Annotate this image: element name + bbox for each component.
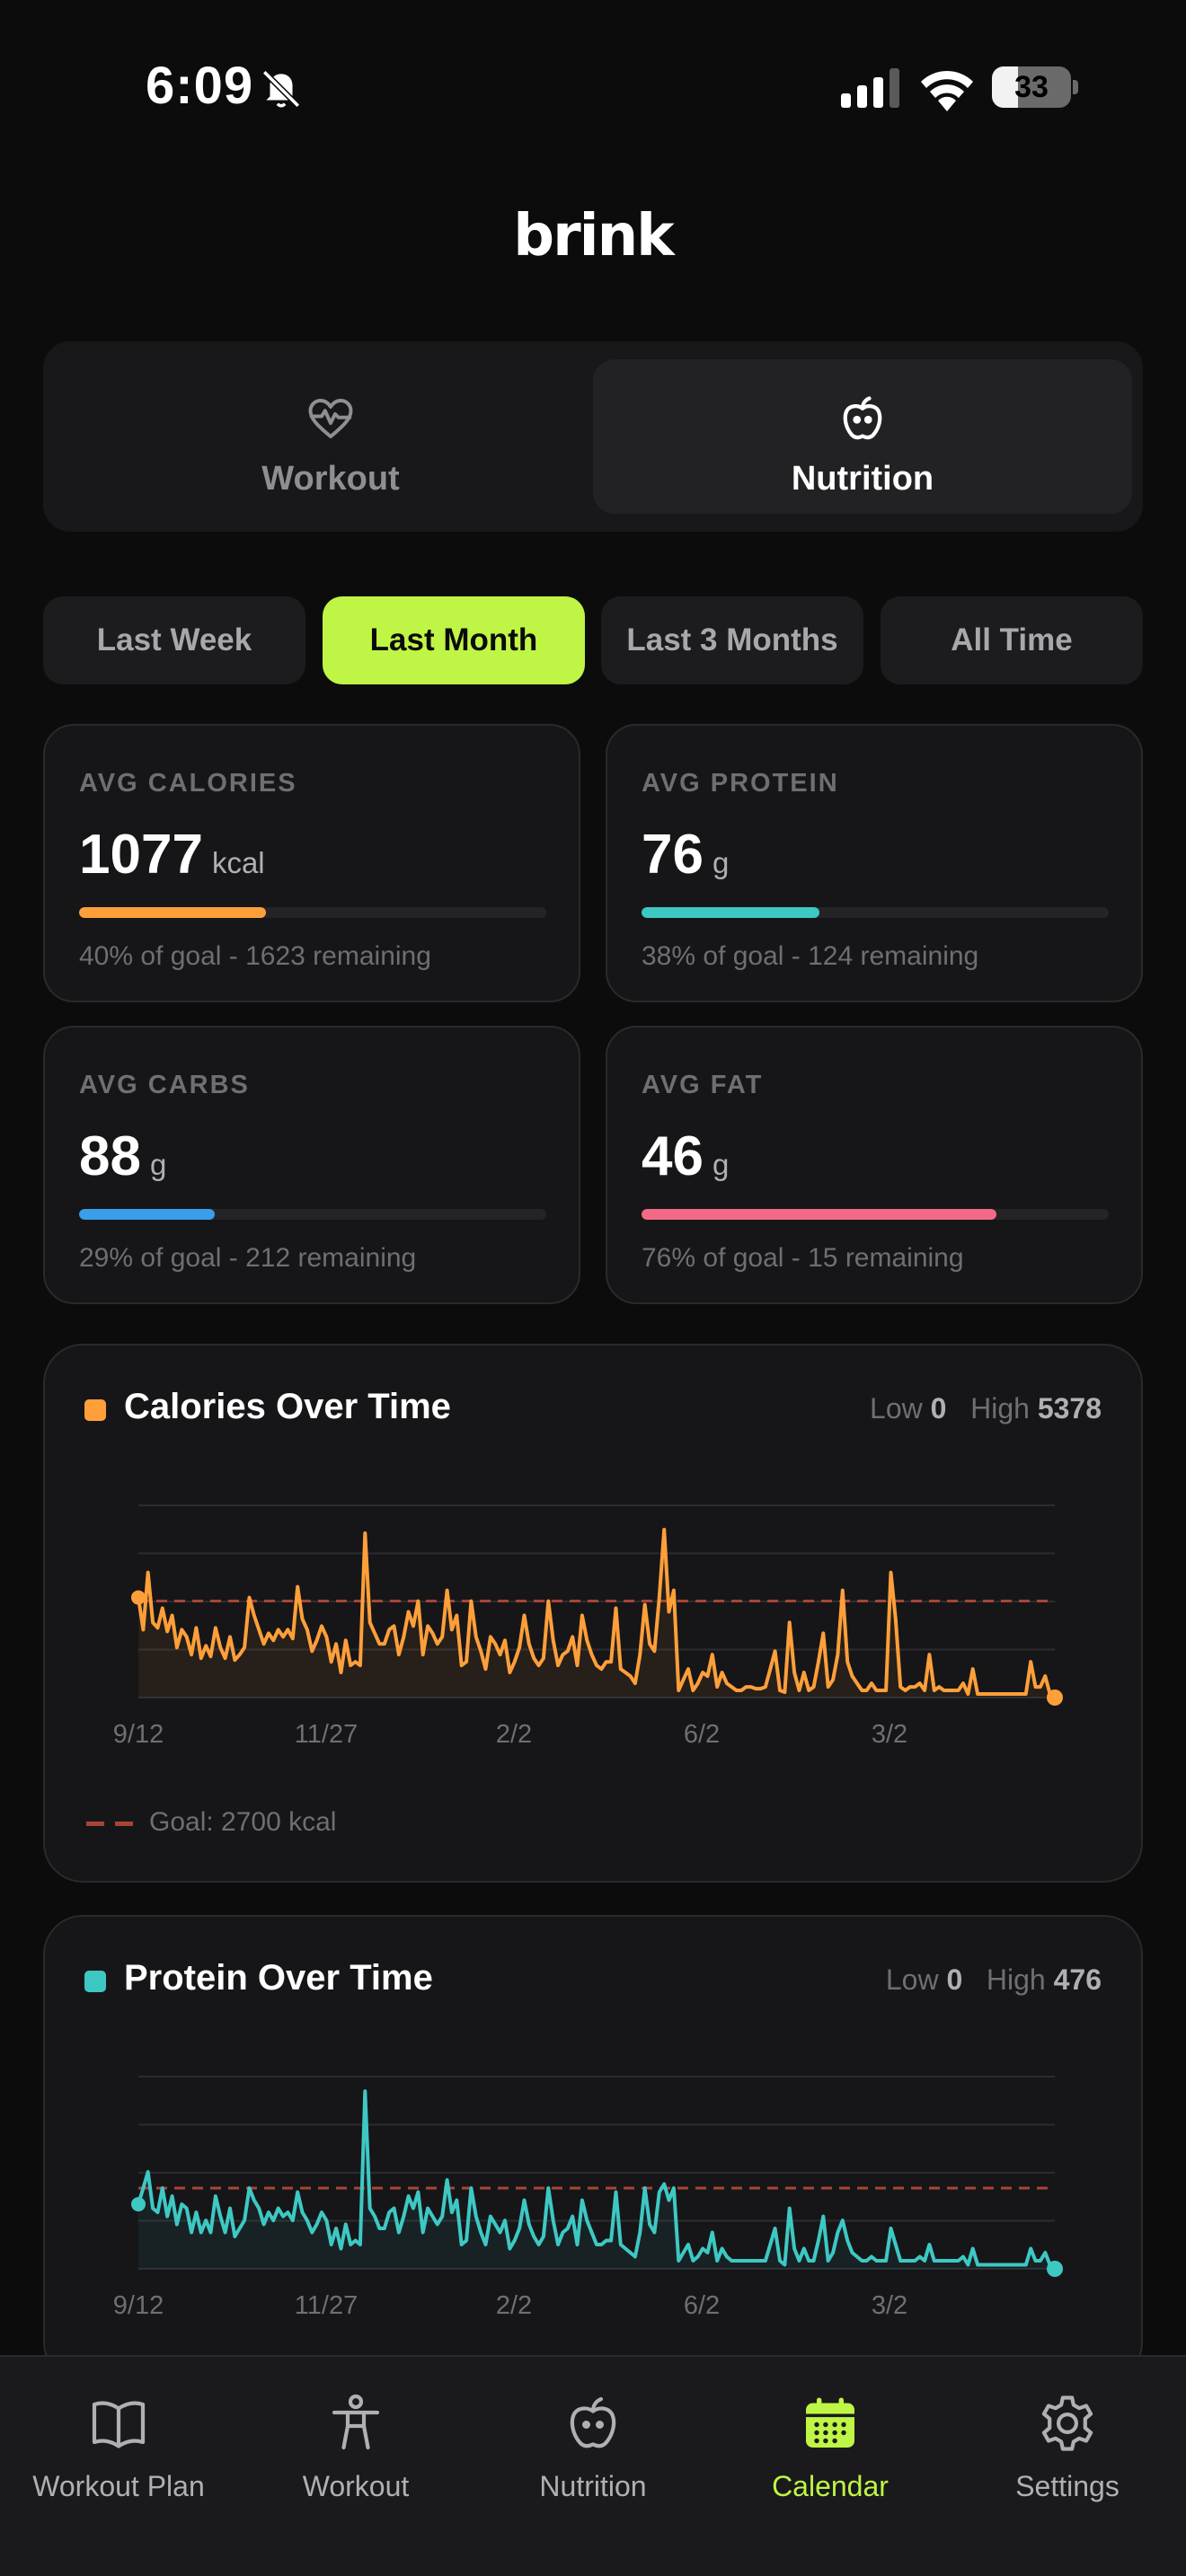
stat-label: AVG PROTEIN xyxy=(642,769,839,798)
stat-unit: kcal xyxy=(211,846,265,879)
goal-legend-dash xyxy=(86,1822,133,1826)
chart-low-high: Low 0 High 5378 xyxy=(870,1392,1102,1425)
stat-label: AVG CALORIES xyxy=(79,769,297,798)
stat-card-carbs: AVG CARBS 88 g 29% of goal - 212 remainin… xyxy=(43,1026,580,1304)
range-tab-last-month[interactable]: Last Month xyxy=(323,596,585,684)
range-tab-all-time[interactable]: All Time xyxy=(881,596,1143,684)
tab-calendar[interactable]: Calendar xyxy=(712,2357,949,2576)
calories-chart-card: Calories Over Time Low 0 High 5378 9/12 1… xyxy=(43,1344,1143,1883)
tab-workout[interactable]: Workout xyxy=(237,2357,474,2576)
bell-muted-icon xyxy=(261,69,301,109)
wifi-icon xyxy=(921,70,973,111)
series-start-point xyxy=(131,1590,146,1605)
progress-fill xyxy=(79,907,266,918)
stat-label: AVG FAT xyxy=(642,1071,764,1099)
tab-label: Nutrition xyxy=(539,2470,647,2502)
series-line xyxy=(137,1528,1057,1699)
series-start-point xyxy=(131,2197,146,2212)
stat-unit: g xyxy=(149,1148,167,1181)
series-line xyxy=(137,2089,1057,2271)
protein-chart-card: Protein Over Time Low 0 High 476 9/12 11/… xyxy=(43,1915,1143,2382)
stat-unit: g xyxy=(712,846,730,879)
mode-segmented-control: Workout Nutrition xyxy=(43,341,1143,532)
chart-title: Calories Over Time xyxy=(124,1387,451,1426)
x-tick-label: 2/2 xyxy=(496,1720,532,1749)
protein-series-dot xyxy=(84,1971,106,1992)
stat-label: AVG CARBS xyxy=(79,1071,250,1099)
progress-track xyxy=(642,907,1109,918)
calories-line-chart: 9/12 11/27 2/2 6/2 3/2 xyxy=(113,1504,1063,1749)
stat-value: 1077 kcal xyxy=(79,824,265,886)
stat-note: 40% of goal - 1623 remaining xyxy=(79,941,431,971)
stat-value: 88 g xyxy=(79,1125,167,1187)
progress-track xyxy=(79,907,546,918)
calories-series-dot xyxy=(84,1399,106,1421)
goal-legend-label: Goal: 2700 kcal xyxy=(149,1807,337,1837)
progress-fill xyxy=(642,1209,997,1220)
stat-note: 38% of goal - 124 remaining xyxy=(642,941,979,971)
tab-label: Workout xyxy=(302,2470,410,2502)
segment-workout[interactable]: Workout xyxy=(61,359,600,514)
series-area xyxy=(138,1530,1055,1698)
stat-card-calories: AVG CALORIES 1077 kcal 40% of goal - 1623… xyxy=(43,724,580,1002)
stat-value: 46 g xyxy=(642,1125,730,1187)
progress-track xyxy=(642,1209,1109,1220)
x-tick-label: 9/12 xyxy=(113,2291,164,2320)
calendar-icon xyxy=(806,2397,854,2448)
apple-icon xyxy=(843,396,882,440)
bottom-tab-bar: Workout Plan Workout Nutrition xyxy=(0,2355,1186,2576)
tab-label: Workout Plan xyxy=(32,2470,205,2502)
tab-settings[interactable]: Settings xyxy=(949,2357,1186,2576)
segment-nutrition[interactable]: Nutrition xyxy=(593,359,1132,514)
progress-fill xyxy=(79,1209,215,1220)
stat-value: 76 g xyxy=(642,824,730,886)
segment-nutrition-label: Nutrition xyxy=(791,460,934,498)
cellular-signal-icon xyxy=(841,68,899,108)
stat-card-fat: AVG FAT 46 g 76% of goal - 15 remaining xyxy=(606,1026,1143,1304)
x-tick-label: 3/2 xyxy=(872,2291,907,2320)
tab-nutrition[interactable]: Nutrition xyxy=(474,2357,712,2576)
battery-percent: 33 xyxy=(1014,70,1049,104)
book-icon xyxy=(92,2401,146,2448)
protein-line-chart: 9/12 11/27 2/2 6/2 3/2 xyxy=(113,2076,1063,2320)
series-area xyxy=(138,2091,1055,2269)
apple-icon xyxy=(570,2396,616,2448)
range-tab-last-week[interactable]: Last Week xyxy=(43,596,305,684)
x-tick-label: 6/2 xyxy=(684,2291,720,2320)
tab-label: Settings xyxy=(1015,2470,1120,2502)
series-end-point xyxy=(1047,1689,1063,1706)
status-bar: 6:09 33 xyxy=(0,0,1186,171)
stat-note: 76% of goal - 15 remaining xyxy=(642,1243,964,1273)
stat-unit: g xyxy=(712,1148,730,1181)
x-tick-label: 11/27 xyxy=(295,1720,358,1749)
segment-workout-label: Workout xyxy=(261,460,400,498)
chart-title: Protein Over Time xyxy=(124,1958,433,1998)
gear-icon xyxy=(1041,2395,1093,2451)
battery-indicator: 33 xyxy=(992,66,1078,108)
x-tick-label: 3/2 xyxy=(872,1720,907,1749)
x-tick-label: 2/2 xyxy=(496,2291,532,2320)
chart-low-high: Low 0 High 476 xyxy=(885,1963,1102,1996)
tab-workout-plan[interactable]: Workout Plan xyxy=(0,2357,237,2576)
tab-label: Calendar xyxy=(772,2470,889,2502)
x-tick-label: 11/27 xyxy=(295,2291,358,2320)
status-time: 6:09 xyxy=(146,57,254,115)
progress-track xyxy=(79,1209,546,1220)
stat-card-protein: AVG PROTEIN 76 g 38% of goal - 124 remain… xyxy=(606,724,1143,1002)
brand-logo: brink xyxy=(513,203,674,269)
x-tick-label: 6/2 xyxy=(684,1720,720,1749)
series-end-point xyxy=(1047,2261,1063,2277)
progress-fill xyxy=(642,907,819,918)
stat-note: 29% of goal - 212 remaining xyxy=(79,1243,417,1273)
person-icon xyxy=(332,2394,380,2450)
x-tick-label: 9/12 xyxy=(113,1720,164,1749)
range-tab-last-3-months[interactable]: Last 3 Months xyxy=(601,596,863,684)
heart-pulse-icon xyxy=(308,399,353,438)
